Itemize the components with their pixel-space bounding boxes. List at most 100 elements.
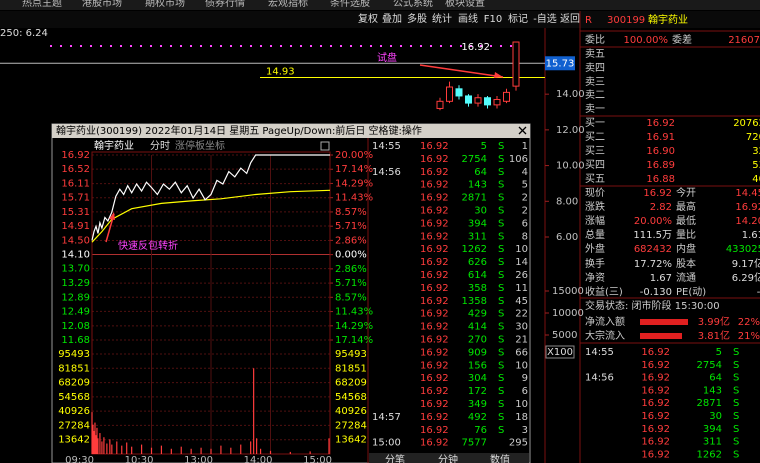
trade-time: 15:00 <box>372 438 401 449</box>
trade-side: S <box>498 193 504 204</box>
y-tick-label: 14.91 <box>61 221 90 232</box>
toolbar-button[interactable]: F10 <box>484 14 502 25</box>
stat-label: 最高 <box>676 200 696 213</box>
trade-count: 295 <box>509 438 528 449</box>
flow-percent: 21% <box>738 331 760 342</box>
bottom-tab[interactable]: 分笔 <box>385 453 405 463</box>
stat-value: 20.00% <box>634 216 672 227</box>
trade-count: 5 <box>522 180 528 191</box>
ask-label: 卖二 <box>585 89 605 101</box>
trade-count: 10 <box>515 244 528 255</box>
trade-price: 16.92 <box>420 154 449 165</box>
y2-tick-label: 17.14% <box>335 335 373 346</box>
candle-body <box>455 88 463 97</box>
vol-tick-label: 81851 <box>335 363 367 374</box>
y2-tick-label: 5.71% <box>335 278 367 289</box>
ma-label: 250: 6.24 <box>0 28 48 39</box>
trade-side: S <box>498 244 504 255</box>
trade-side: S <box>498 399 504 410</box>
bottom-tab[interactable]: 数值 <box>490 453 510 463</box>
toolbar-button[interactable]: 统计 <box>432 12 452 25</box>
stat-value: -0.130 <box>640 287 672 298</box>
chart-tab[interactable]: 涨停板坐标 <box>175 139 225 152</box>
y2-tick-label: 11.43% <box>335 193 373 204</box>
trade-volume: 909 <box>468 347 487 358</box>
average-line <box>91 189 331 243</box>
window-frame <box>51 123 531 463</box>
trade-count: 14 <box>515 257 528 268</box>
menu-item[interactable]: 期权市场 <box>145 0 185 9</box>
x-tick-label: 14:00 <box>244 455 273 463</box>
menu-item[interactable]: 热点主题 <box>22 0 62 9</box>
flow-bar <box>640 333 682 339</box>
stat-value: 14.45 <box>735 188 760 199</box>
toolbar-button[interactable]: 叠加 <box>382 13 402 25</box>
trade-volume: 5 <box>481 141 487 152</box>
toolbar-button[interactable]: -自选 <box>533 12 557 25</box>
weibi-cell: 100.00% <box>624 35 669 46</box>
menu-item[interactable]: 宏观指标 <box>268 0 308 9</box>
annotation: 快速反包转折 <box>118 239 178 252</box>
trade-volume: 304 <box>468 373 487 384</box>
tick-volume: 2871 <box>697 398 722 409</box>
candle-body <box>474 97 482 104</box>
bid-label: 买二 <box>585 131 605 143</box>
stat-value: 17.72% <box>634 259 672 270</box>
stat-value: 111.5万 <box>633 230 672 241</box>
tick-volume: 394 <box>703 424 722 435</box>
vol-tick-label: 40926 <box>58 406 90 417</box>
y-tick-label: 8.00 <box>556 196 578 207</box>
stat-label: 现价 <box>585 187 605 199</box>
trade-price: 16.92 <box>420 425 449 436</box>
toolbar-button[interactable]: 多股 <box>407 12 427 25</box>
menu-item[interactable]: 债券行情 <box>205 0 245 9</box>
flow-bar <box>640 319 688 325</box>
stat-label: PE(动) <box>676 286 706 298</box>
menu-item[interactable]: 港股市场 <box>82 0 122 9</box>
trade-side: S <box>498 231 504 242</box>
bottom-tab[interactable]: 分钟 <box>438 453 458 463</box>
y-tick-label: 14.50 <box>61 235 90 246</box>
trade-count: 30 <box>515 322 528 333</box>
trade-volume: 143 <box>468 180 487 191</box>
tick-price: 16.92 <box>641 449 670 460</box>
annotation-arrow <box>419 64 504 78</box>
tick-volume: 2754 <box>697 360 722 371</box>
trade-price: 16.92 <box>420 167 449 178</box>
menu-item[interactable]: 板块设置 <box>445 0 485 9</box>
trade-time: 14:55 <box>372 141 401 152</box>
chart-tab[interactable]: 分时 <box>150 140 170 152</box>
trade-price: 16.92 <box>420 412 449 423</box>
toolbar-button[interactable]: 标记 <box>508 13 528 25</box>
toolbar-button[interactable]: 复权 <box>358 12 378 25</box>
candle-body <box>436 100 444 109</box>
trade-volume: 7577 <box>462 438 487 449</box>
y-tick-label: 14.00 <box>556 89 585 100</box>
trade-volume: 414 <box>468 322 487 333</box>
trade-volume: 614 <box>468 270 487 281</box>
toolbar-button[interactable]: 画线 <box>458 12 478 25</box>
trade-volume: 30 <box>474 206 487 217</box>
close-button[interactable] <box>518 126 527 135</box>
menu-item[interactable]: 条件选股 <box>330 0 370 9</box>
annotation: 试盘 <box>377 51 397 64</box>
trade-volume: 1358 <box>462 296 487 307</box>
ask-label: 卖五 <box>585 48 605 60</box>
toolbar-button[interactable]: 返回 <box>560 13 580 25</box>
flag: R <box>585 15 592 26</box>
trade-price: 16.92 <box>420 335 449 346</box>
trade-volume: 1262 <box>462 244 487 255</box>
trade-volume: 2754 <box>462 154 487 165</box>
menu-item[interactable]: 公式系统 <box>393 0 433 9</box>
trade-volume: 64 <box>474 167 487 178</box>
tick-side: S <box>733 411 739 422</box>
tick-time: 14:55 <box>585 347 614 358</box>
trade-count: 2 <box>522 206 528 217</box>
y-tick-label: 12.49 <box>61 306 90 317</box>
trade-price: 16.92 <box>420 347 449 358</box>
trade-volume: 76 <box>474 425 487 436</box>
weibi-cell: 21607 <box>728 35 760 46</box>
vol-tick-label: 95493 <box>58 349 90 360</box>
chart-tab[interactable]: 翰宇药业 <box>94 139 134 152</box>
